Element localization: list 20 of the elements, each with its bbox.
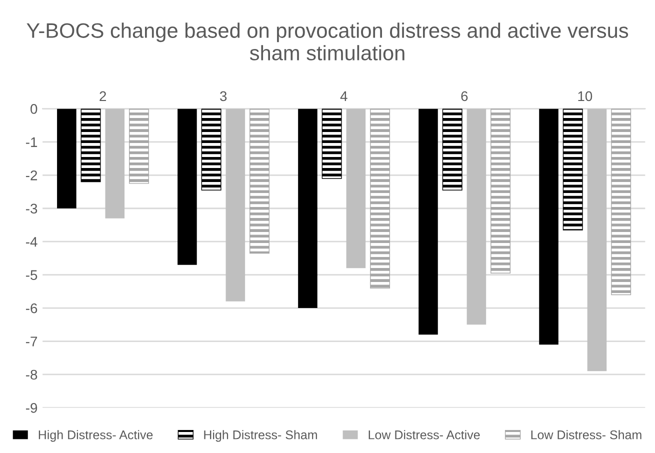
x-tick-label: 3 xyxy=(220,91,227,102)
legend-label: High Distress- Sham xyxy=(204,430,317,442)
legend-label: High Distress- Active xyxy=(38,430,153,442)
chart-title: Y-BOCS change based on provocation distress and active versus sham stimulation xyxy=(26,22,628,60)
y-tick-label: -5 xyxy=(26,270,38,280)
legend-label: Low Distress- Active xyxy=(368,430,480,440)
x-tick-label: 2 xyxy=(100,91,106,101)
y-tick-label: -1 xyxy=(26,137,38,147)
legend-label: Low Distress- Sham xyxy=(531,430,642,440)
y-tick-label: -9 xyxy=(26,403,38,413)
x-tick-label: 4 xyxy=(340,91,348,101)
x-tick-label: 6 xyxy=(461,91,468,102)
y-tick-label: 0 xyxy=(30,104,38,114)
y-tick-label: -3 xyxy=(26,204,38,214)
y-tick-label: -7 xyxy=(26,336,38,346)
y-tick-label: -8 xyxy=(26,370,38,380)
x-tick-label: 10 xyxy=(578,91,592,102)
y-tick-label: -4 xyxy=(26,237,38,247)
y-tick-label: -2 xyxy=(26,170,38,180)
y-tick-label: -6 xyxy=(26,303,38,314)
